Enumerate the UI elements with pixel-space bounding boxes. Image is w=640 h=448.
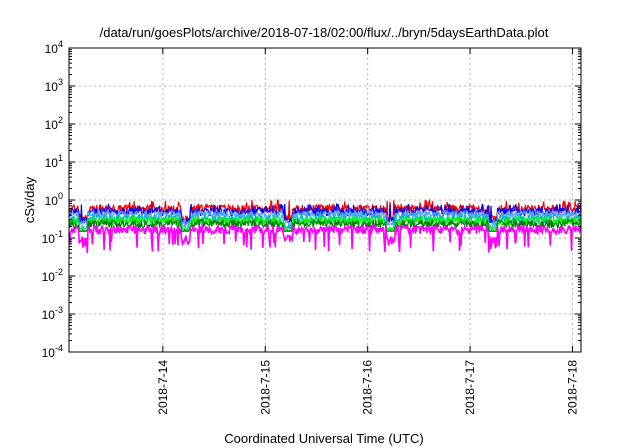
y-tick-label: 103 [45, 77, 63, 94]
x-tick-label: 2018-7-14 [156, 360, 170, 415]
chart-title: /data/run/goesPlots/archive/2018-07-18/0… [100, 25, 549, 40]
series-layer [68, 198, 582, 253]
y-tick-label: 10-4 [42, 343, 63, 360]
x-tick-label: 2018-7-17 [463, 360, 477, 415]
series-line [68, 215, 582, 233]
y-tick-label: 10-1 [42, 229, 63, 246]
x-axis-label: Coordinated Universal Time (UTC) [224, 431, 423, 446]
ticks: 10-4 10-3 10-2 10-1 100 101 102 103 104 2018-7-14… [42, 39, 581, 415]
series-line [68, 208, 582, 229]
y-tick-label: 100 [45, 191, 63, 208]
series-line [68, 202, 582, 225]
y-tick-label: 102 [45, 115, 63, 132]
x-tick-label: 2018-7-18 [565, 360, 579, 415]
grid [69, 48, 581, 352]
x-tick-label: 2018-7-16 [361, 360, 375, 415]
y-tick-label: 104 [45, 39, 63, 56]
series-line [68, 217, 582, 233]
x-tick-label: 2018-7-15 [258, 360, 272, 415]
y-axis-label: cSv/day [22, 176, 37, 223]
y-tick-label: 101 [45, 153, 63, 170]
series-line [68, 222, 582, 253]
y-tick-label: 10-3 [42, 305, 63, 322]
y-tick-label: 10-2 [42, 267, 63, 284]
